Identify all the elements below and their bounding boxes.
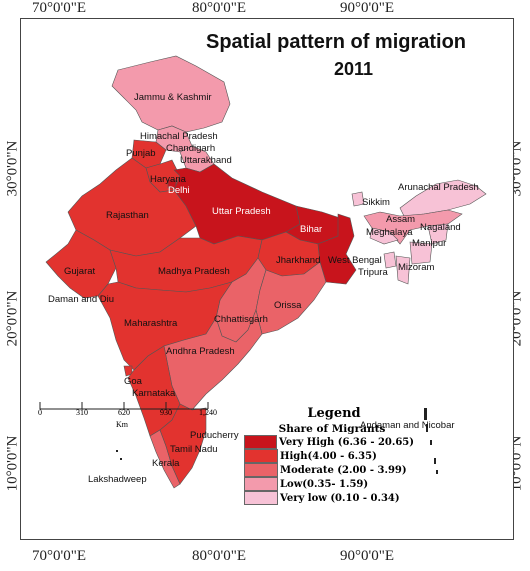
- label-assam: Assam: [386, 214, 415, 225]
- state-meghalaya[interactable]: [369, 227, 399, 245]
- longitude-label-80e-bottom: 80°0'0"E: [192, 548, 246, 564]
- legend-swatch: [244, 435, 277, 449]
- label-hp: Himachal Pradesh: [140, 131, 218, 142]
- label-gujarat: Gujarat: [64, 266, 96, 277]
- legend-item-low: Low(0.35- 1.59): [244, 477, 414, 491]
- label-karnataka: Karnataka: [132, 388, 176, 399]
- longitude-label-70e-bottom: 70°0'0"E: [32, 548, 86, 564]
- legend-item-very-high: Very High (6.36 - 20.65): [244, 435, 414, 449]
- label-mp: Madhya Pradesh: [158, 266, 230, 277]
- legend-item-high: High(4.00 - 6.35): [244, 449, 414, 463]
- legend-title: Legend: [307, 406, 361, 421]
- scale-tick: 620: [118, 408, 130, 417]
- state-up[interactable]: [173, 163, 301, 245]
- label-orissa: Orissa: [274, 300, 302, 311]
- label-delhi: Delhi: [168, 185, 190, 196]
- legend-item-moderate: Moderate (2.00 - 3.99): [244, 463, 414, 477]
- label-sikkim: Sikkim: [362, 197, 390, 208]
- map-year: 2011: [334, 59, 374, 79]
- label-haryana: Haryana: [150, 174, 187, 185]
- legend-subtitle: Share of Migrants: [278, 423, 386, 435]
- legend-item-very-low: Very low (0.10 - 0.34): [244, 491, 414, 505]
- longitude-label-90e-bottom: 90°0'0"E: [340, 548, 394, 564]
- lakshadweep-islands: [116, 450, 122, 460]
- label-meghalaya: Meghalaya: [366, 227, 413, 238]
- state-mizoram[interactable]: [395, 255, 411, 285]
- scale-tick: 930: [160, 408, 172, 417]
- label-andaman: Andaman and Nicobar: [360, 420, 455, 431]
- longitude-label-70e-top: 70°0'0"E: [32, 0, 86, 16]
- label-daman: Daman and Diu: [48, 294, 114, 305]
- scale-bar: 0 310 620 930 1,240 Km: [34, 396, 224, 429]
- legend-swatch: [244, 477, 278, 491]
- legend-label: Very low (0.10 - 0.34): [280, 492, 400, 504]
- label-puducherry: Puducherry: [190, 430, 239, 441]
- label-lakshadweep: Lakshadweep: [88, 474, 147, 485]
- legend-label: High(4.00 - 6.35): [280, 450, 377, 462]
- label-goa: Goa: [124, 376, 143, 387]
- label-chandigarh: Chandigarh: [166, 143, 215, 154]
- label-tripura: Tripura: [358, 267, 388, 278]
- state-orissa[interactable]: [255, 261, 327, 335]
- scale-tick: 0: [38, 408, 42, 417]
- label-up: Uttar Pradesh: [212, 206, 271, 217]
- legend-label: Moderate (2.00 - 3.99): [280, 464, 407, 476]
- state-tripura[interactable]: [383, 251, 397, 269]
- label-bihar: Bihar: [300, 224, 322, 235]
- label-uttarakhand: Uttarakhand: [180, 155, 232, 166]
- label-punjab: Punjab: [126, 148, 156, 159]
- state-sikkim[interactable]: [351, 191, 365, 207]
- label-mizoram: Mizoram: [398, 262, 435, 273]
- legend-swatch: [244, 463, 278, 477]
- legend-swatch: [244, 449, 278, 463]
- label-tn: Tamil Nadu: [170, 444, 218, 455]
- scale-tick: 1,240: [199, 408, 217, 417]
- state-tn[interactable]: [159, 403, 207, 485]
- label-maharashtra: Maharashtra: [124, 318, 178, 329]
- state-manipur[interactable]: [409, 241, 433, 265]
- scale-unit: Km: [116, 420, 128, 429]
- label-rajasthan: Rajasthan: [106, 210, 149, 221]
- state-wb[interactable]: [317, 213, 357, 285]
- scale-tick: 310: [76, 408, 88, 417]
- longitude-label-80e-top: 80°0'0"E: [192, 0, 246, 16]
- label-ap: Andhra Pradesh: [166, 346, 235, 357]
- label-wb: West Bengal: [328, 255, 382, 266]
- map-title: Spatial pattern of migration: [206, 31, 467, 53]
- label-jk: Jammu & Kashmir: [134, 92, 212, 103]
- label-jharkhand: Jharkhand: [276, 255, 320, 266]
- legend: Legend Share of Migrants Very High (6.36…: [244, 406, 414, 505]
- label-arunachal: Arunachal Pradesh: [398, 182, 479, 193]
- andaman-nicobar-islands: [424, 408, 438, 474]
- legend-swatch: [244, 491, 278, 505]
- label-kerala: Kerala: [152, 458, 180, 469]
- longitude-label-90e-top: 90°0'0"E: [340, 0, 394, 16]
- scale-bar-graphic: [39, 402, 209, 410]
- state-nagaland[interactable]: [427, 223, 449, 245]
- legend-label: Low(0.35- 1.59): [280, 478, 369, 490]
- label-chhattisgarh: Chhattisgarh: [214, 314, 268, 325]
- label-nagaland: Nagaland: [420, 222, 461, 233]
- label-manipur: Manipur: [412, 238, 446, 249]
- legend-label: Very High (6.36 - 20.65): [279, 436, 414, 448]
- state-jk[interactable]: [111, 55, 231, 133]
